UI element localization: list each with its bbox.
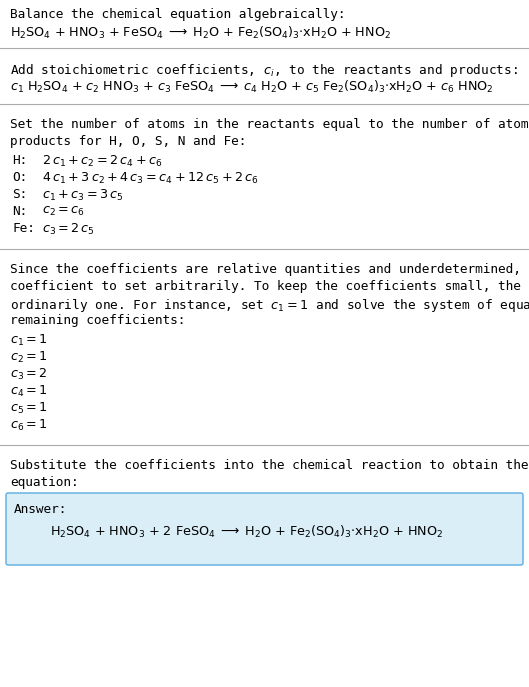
Text: Fe:: Fe: <box>12 222 35 235</box>
FancyBboxPatch shape <box>6 493 523 565</box>
Text: $c_4 = 1$: $c_4 = 1$ <box>10 384 48 399</box>
Text: S:: S: <box>12 188 28 201</box>
Text: products for H, O, S, N and Fe:: products for H, O, S, N and Fe: <box>10 135 247 148</box>
Text: $2\,c_1 + c_2 = 2\,c_4 + c_6$: $2\,c_1 + c_2 = 2\,c_4 + c_6$ <box>42 154 162 169</box>
Text: N:: N: <box>12 205 28 218</box>
Text: $c_1 = 1$: $c_1 = 1$ <box>10 333 48 348</box>
Text: $c_3 = 2$: $c_3 = 2$ <box>10 367 48 382</box>
Text: H:: H: <box>12 154 28 167</box>
Text: $\mathrm{H_2SO_4}$ + $\mathrm{HNO_3}$ + $\mathrm{FeSO_4}$$\;\longrightarrow\;$$\: $\mathrm{H_2SO_4}$ + $\mathrm{HNO_3}$ + … <box>10 25 391 41</box>
Text: coefficient to set arbitrarily. To keep the coefficients small, the arbitrary va: coefficient to set arbitrarily. To keep … <box>10 280 529 293</box>
Text: Since the coefficients are relative quantities and underdetermined, choose a: Since the coefficients are relative quan… <box>10 263 529 276</box>
Text: $\mathrm{H_2SO_4}$ + $\mathrm{HNO_3}$ + 2 $\mathrm{FeSO_4}$$\;\longrightarrow\;$: $\mathrm{H_2SO_4}$ + $\mathrm{HNO_3}$ + … <box>50 524 443 540</box>
Text: $4\,c_1 + 3\,c_2 + 4\,c_3 = c_4 + 12\,c_5 + 2\,c_6$: $4\,c_1 + 3\,c_2 + 4\,c_3 = c_4 + 12\,c_… <box>42 171 259 186</box>
Text: $c_2 = c_6$: $c_2 = c_6$ <box>42 205 85 218</box>
Text: Add stoichiometric coefficients, $c_i$, to the reactants and products:: Add stoichiometric coefficients, $c_i$, … <box>10 62 518 79</box>
Text: $c_5 = 1$: $c_5 = 1$ <box>10 401 48 416</box>
Text: $c_3 = 2\,c_5$: $c_3 = 2\,c_5$ <box>42 222 95 237</box>
Text: $c_6 = 1$: $c_6 = 1$ <box>10 418 48 433</box>
Text: Set the number of atoms in the reactants equal to the number of atoms in the: Set the number of atoms in the reactants… <box>10 118 529 131</box>
Text: ordinarily one. For instance, set $c_1 = 1$ and solve the system of equations fo: ordinarily one. For instance, set $c_1 =… <box>10 297 529 314</box>
Text: Balance the chemical equation algebraically:: Balance the chemical equation algebraica… <box>10 8 345 21</box>
Text: equation:: equation: <box>10 476 79 489</box>
Text: Substitute the coefficients into the chemical reaction to obtain the balanced: Substitute the coefficients into the che… <box>10 459 529 472</box>
Text: Answer:: Answer: <box>14 503 67 516</box>
Text: remaining coefficients:: remaining coefficients: <box>10 314 185 327</box>
Text: $c_1 + c_3 = 3\,c_5$: $c_1 + c_3 = 3\,c_5$ <box>42 188 124 203</box>
Text: $c_1$ $\mathrm{H_2SO_4}$ + $c_2$ $\mathrm{HNO_3}$ + $c_3$ $\mathrm{FeSO_4}$$\;\l: $c_1$ $\mathrm{H_2SO_4}$ + $c_2$ $\mathr… <box>10 79 494 95</box>
Text: O:: O: <box>12 171 28 184</box>
Text: $c_2 = 1$: $c_2 = 1$ <box>10 350 48 365</box>
